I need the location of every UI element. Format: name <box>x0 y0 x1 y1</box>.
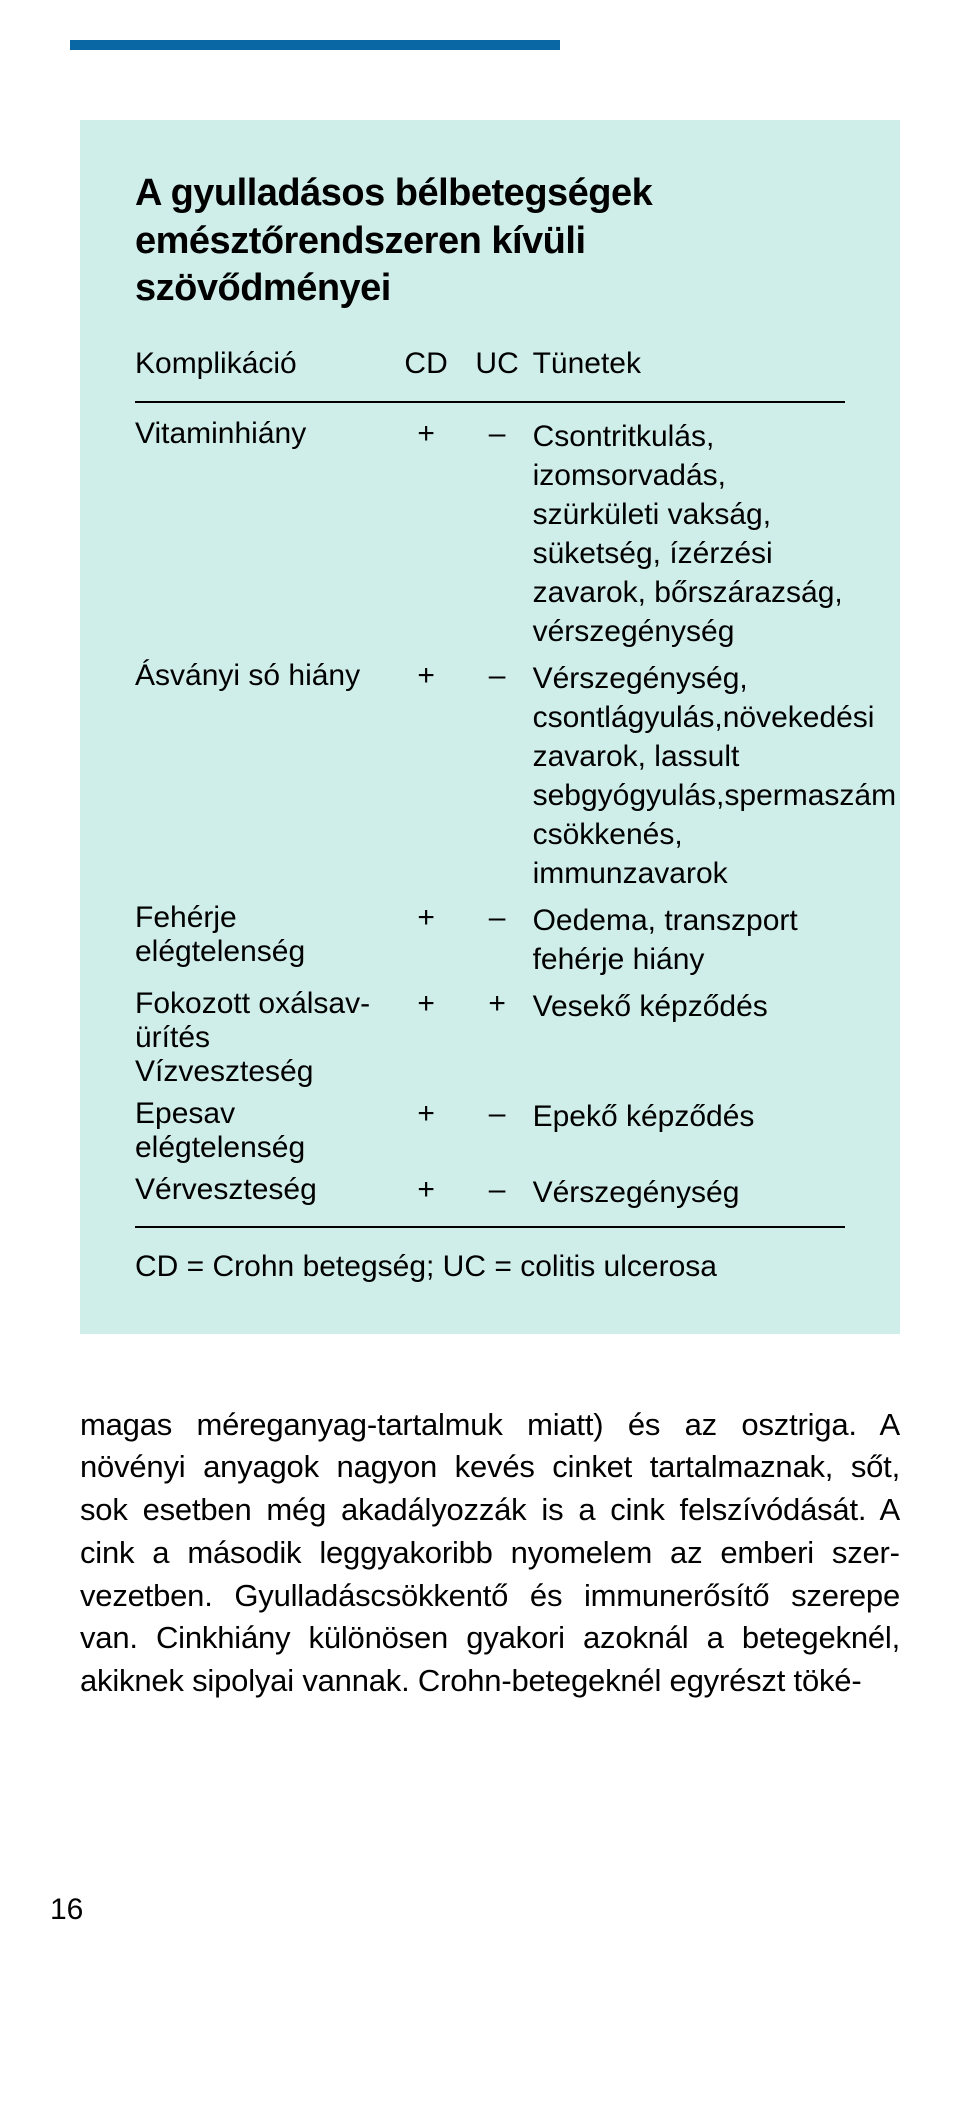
row-symptoms: Csontritkulás, izomsorvadás, szürkületi … <box>533 413 845 655</box>
row-uc: – <box>462 1093 533 1169</box>
infobox-title-line2: emésztőrendszeren kívüli szövődményei <box>135 220 586 310</box>
col-header-uc: UC <box>462 343 533 391</box>
table-row: Ásványi só hiány + – Vérszegénység, cson… <box>135 655 845 897</box>
complications-table: Komplikáció CD UC Tünetek Vitaminhiány +… <box>135 343 845 1238</box>
row-label: Vitaminhiány <box>135 413 391 655</box>
row-symptoms: Vérszegénység <box>533 1169 845 1216</box>
table-row: Epesav elégtelenség + – Epekő képződés <box>135 1093 845 1169</box>
row-uc: – <box>462 655 533 897</box>
row-symptoms: Oedema, transzport fehérje hiány <box>533 897 845 983</box>
row-uc: – <box>462 897 533 983</box>
table-rule-bottom <box>135 1226 845 1228</box>
table-rule-top <box>135 401 845 403</box>
row-label: Ásványi só hiány <box>135 655 391 897</box>
row-symptoms: Vérszegénység, csontlágyulás,növekedési … <box>533 655 845 897</box>
row-uc: – <box>462 413 533 655</box>
row-uc: + <box>462 983 533 1093</box>
row-cd: + <box>391 655 462 897</box>
page: A gyulladásos bélbetegségek emésztőrends… <box>0 0 960 1967</box>
row-cd: + <box>391 1169 462 1216</box>
table-row: Fehérje elégtelenség + – Oedema, transzp… <box>135 897 845 983</box>
table-row: Vitaminhiány + – Csontritkulás, izomsorv… <box>135 413 845 655</box>
col-header-complication: Komplikáció <box>135 343 391 391</box>
row-label: Vérveszteség <box>135 1169 391 1216</box>
complications-infobox: A gyulladásos bélbetegségek emésztőrends… <box>80 120 900 1334</box>
table-row: Vérveszteség + – Vérszegénység <box>135 1169 845 1216</box>
page-number: 16 <box>50 1893 900 1927</box>
row-symptoms: Vesekő képződés <box>533 983 845 1093</box>
row-cd: + <box>391 413 462 655</box>
row-symptoms: Epekő képződés <box>533 1093 845 1169</box>
infobox-title: A gyulladásos bélbetegségek emésztőrends… <box>135 170 845 313</box>
table-footnote: CD = Crohn betegség; UC = colitis ulcero… <box>135 1250 845 1284</box>
row-label: Fehérje elégtelenség <box>135 897 391 983</box>
col-header-cd: CD <box>391 343 462 391</box>
col-header-symptoms: Tünetek <box>533 343 845 391</box>
row-cd: + <box>391 983 462 1093</box>
table-header-row: Komplikáció CD UC Tünetek <box>135 343 845 391</box>
row-uc: – <box>462 1169 533 1216</box>
top-rule <box>70 40 560 50</box>
table-row: Fokozott oxálsav-ürítés Vízveszteség + +… <box>135 983 845 1093</box>
row-label: Epesav elégtelenség <box>135 1093 391 1169</box>
infobox-title-line1: A gyulladásos bélbetegségek <box>135 172 652 214</box>
row-cd: + <box>391 1093 462 1169</box>
row-label: Fokozott oxálsav-ürítés Vízveszteség <box>135 983 391 1093</box>
body-paragraph: magas méreganyag-tartalmuk miatt) és az … <box>80 1404 900 1703</box>
row-cd: + <box>391 897 462 983</box>
